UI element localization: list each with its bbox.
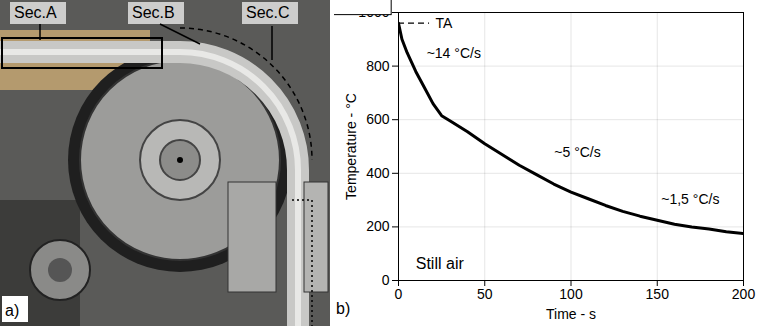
svg-text:600: 600 — [366, 111, 390, 127]
svg-text:Still air: Still air — [416, 255, 465, 272]
svg-text:Sec.B: Sec.B — [132, 4, 175, 21]
svg-text:50: 50 — [477, 286, 493, 302]
svg-text:~5 °C/s: ~5 °C/s — [554, 144, 600, 160]
svg-text:Sec.A: Sec.A — [14, 4, 57, 21]
svg-text:Sec.C: Sec.C — [246, 4, 290, 21]
svg-text:800: 800 — [366, 58, 390, 74]
svg-text:200: 200 — [732, 286, 756, 302]
svg-text:~14 °C/s: ~14 °C/s — [427, 45, 481, 61]
html-text:b): b) — [336, 300, 351, 317]
svg-text:0: 0 — [395, 286, 403, 302]
svg-text:400: 400 — [366, 165, 390, 181]
svg-text:TA: TA — [436, 15, 454, 31]
svg-text:Time - s: Time - s — [546, 306, 596, 322]
svg-text:0: 0 — [382, 272, 390, 288]
svg-text:~1,5 °C/s: ~1,5 °C/s — [661, 191, 719, 207]
svg-text:100: 100 — [559, 286, 583, 302]
svg-text:200: 200 — [366, 218, 390, 234]
svg-text:Temperature - °C: Temperature - °C — [343, 93, 359, 200]
svg-text:150: 150 — [646, 286, 670, 302]
svg-text:a): a) — [5, 302, 19, 319]
